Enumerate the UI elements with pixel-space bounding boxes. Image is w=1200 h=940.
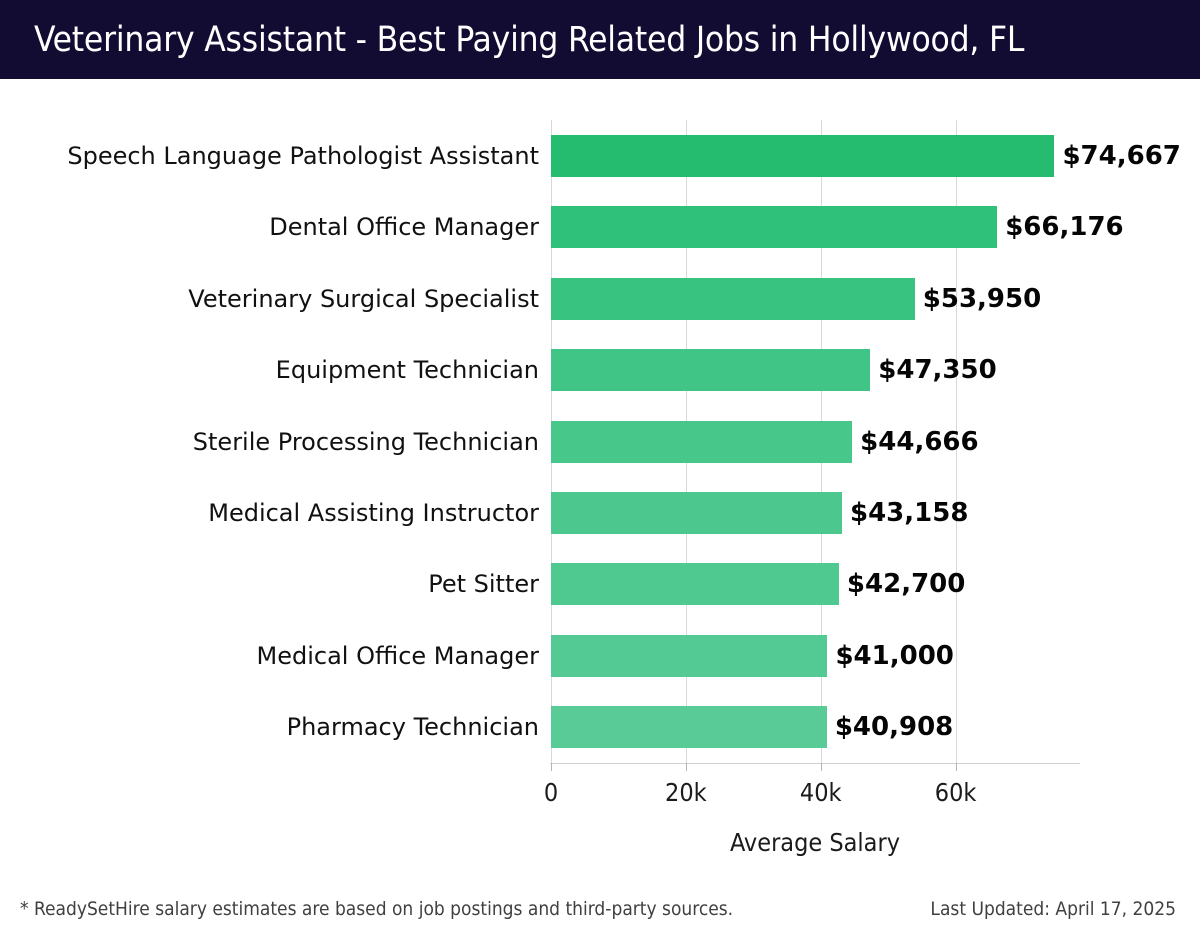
category-label: Speech Language Pathologist Assistant (67, 141, 539, 170)
bar[interactable] (551, 349, 871, 392)
bar-value-label: $40,908 (834, 712, 954, 743)
category-label: Medical Assisting Instructor (208, 498, 539, 527)
bar-row[interactable]: Veterinary Surgical Specialist $53,950 (0, 277, 1200, 320)
bar-row[interactable]: Medical Office Manager $41,000 (0, 634, 1200, 677)
bar-value-label: $42,700 (846, 569, 966, 600)
x-axis-title: Average Salary (730, 828, 900, 857)
bar-row[interactable]: Pharmacy Technician $40,908 (0, 706, 1200, 749)
bar[interactable] (551, 420, 853, 463)
x-tick-mark (955, 763, 957, 771)
last-updated-label: Last Updated: April 17, 2025 (930, 898, 1176, 920)
bar-value-label: $66,176 (1005, 212, 1124, 243)
bar[interactable] (551, 563, 839, 606)
bar[interactable] (551, 706, 827, 749)
bar-value-label: $43,158 (850, 497, 969, 528)
bar-row[interactable]: Pet Sitter $42,700 (0, 563, 1200, 606)
bar[interactable] (551, 277, 915, 320)
x-tick-label: 60k (934, 778, 977, 807)
bar-value-label: $74,667 (1062, 140, 1181, 171)
x-tick-mark (820, 763, 822, 771)
category-label: Dental Office Manager (269, 213, 539, 242)
bar-row[interactable]: Sterile Processing Technician $44,666 (0, 420, 1200, 463)
title-bar: Veterinary Assistant - Best Paying Relat… (0, 0, 1200, 79)
bar-value-label: $44,666 (860, 426, 979, 457)
page-title: Veterinary Assistant - Best Paying Relat… (34, 19, 1025, 60)
x-axis-line (550, 763, 1080, 764)
bar-value-label: $53,950 (922, 283, 1042, 314)
bar[interactable] (551, 134, 1055, 177)
category-label: Medical Office Manager (256, 641, 539, 670)
x-tick-label: 20k (665, 778, 707, 807)
bar[interactable] (551, 206, 998, 249)
x-tick-label: 40k (799, 778, 842, 807)
bar-value-label: $47,350 (878, 355, 997, 386)
bar-row[interactable]: Dental Office Manager $66,176 (0, 206, 1200, 249)
category-label: Veterinary Surgical Specialist (188, 284, 539, 313)
bar-row[interactable]: Equipment Technician $47,350 (0, 349, 1200, 392)
bar-row[interactable]: Medical Assisting Instructor $43,158 (0, 491, 1200, 534)
x-tick-mark (685, 763, 687, 771)
gridline (955, 120, 957, 763)
x-tick-mark (551, 763, 552, 771)
category-label: Pharmacy Technician (286, 713, 539, 742)
category-label: Equipment Technician (275, 356, 539, 385)
category-label: Sterile Processing Technician (192, 427, 539, 456)
bar[interactable] (551, 634, 828, 677)
bar-row[interactable]: Speech Language Pathologist Assistant $74… (0, 134, 1200, 177)
x-tick-label: 0 (543, 778, 559, 807)
category-label: Pet Sitter (428, 570, 539, 599)
bar-value-label: $41,000 (835, 640, 954, 671)
bar[interactable] (551, 491, 842, 534)
footnote-disclaimer: * ReadySetHire salary estimates are base… (20, 898, 734, 920)
